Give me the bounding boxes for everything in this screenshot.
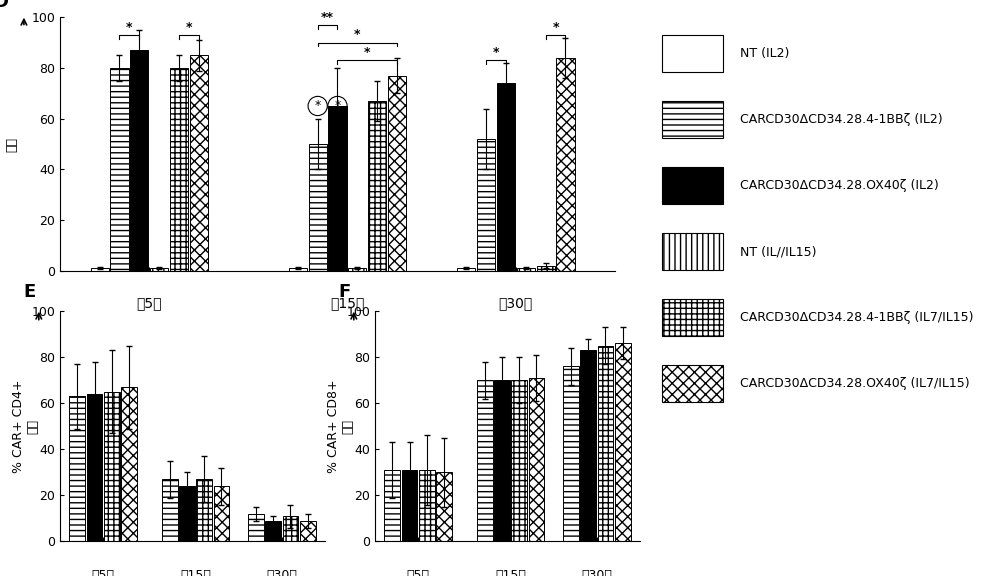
Text: *: *	[552, 21, 559, 34]
Bar	[662, 101, 723, 138]
Text: CARCD30ΔCD34.28.4-1BBζ (IL7/IL15): CARCD30ΔCD34.28.4-1BBζ (IL7/IL15)	[740, 311, 974, 324]
Bar	[309, 144, 327, 271]
Text: NT (IL2): NT (IL2)	[740, 47, 789, 60]
Bar	[265, 521, 281, 541]
Text: 第15天: 第15天	[495, 569, 526, 576]
Text: 第15天: 第15天	[330, 296, 365, 310]
Bar	[162, 479, 178, 541]
Bar	[170, 68, 188, 271]
Bar	[580, 350, 596, 541]
Bar	[384, 470, 400, 541]
Bar	[436, 472, 452, 541]
Bar	[419, 470, 435, 541]
Text: % CAR+ CD8+
细胞: % CAR+ CD8+ 细胞	[327, 380, 355, 473]
Bar	[104, 392, 120, 541]
Text: **: **	[321, 10, 334, 24]
Bar	[248, 514, 264, 541]
Text: NT (IL//IL15): NT (IL//IL15)	[740, 245, 816, 258]
Bar	[598, 346, 613, 541]
Bar	[348, 268, 366, 271]
Bar	[497, 83, 515, 271]
Text: 第5天: 第5天	[136, 296, 162, 310]
Bar	[328, 106, 347, 271]
Bar	[110, 68, 129, 271]
Text: F: F	[338, 283, 350, 301]
Bar	[662, 365, 723, 402]
Bar	[517, 268, 535, 271]
Bar	[179, 486, 195, 541]
Bar	[556, 58, 575, 271]
Bar	[563, 366, 579, 541]
Text: % CAR+ CD3+
细胞: % CAR+ CD3+ 细胞	[0, 97, 19, 191]
Bar	[300, 521, 316, 541]
Text: *: *	[126, 21, 133, 34]
Text: *: *	[186, 21, 192, 34]
Text: CARCD30ΔCD34.28.OX40ζ (IL7/IL15): CARCD30ΔCD34.28.OX40ζ (IL7/IL15)	[740, 377, 970, 391]
Text: % CAR+ CD4+
细胞: % CAR+ CD4+ 细胞	[12, 380, 40, 473]
Text: CARCD30ΔCD34.28.OX40ζ (IL2): CARCD30ΔCD34.28.OX40ζ (IL2)	[740, 179, 939, 192]
Text: 第15天: 第15天	[180, 569, 211, 576]
Bar	[388, 75, 406, 271]
Bar	[150, 268, 168, 271]
Bar	[457, 268, 475, 271]
Bar	[368, 101, 386, 271]
Bar	[662, 167, 723, 204]
Bar	[130, 50, 148, 271]
Bar	[537, 266, 555, 271]
Bar	[289, 268, 307, 271]
Bar	[214, 486, 229, 541]
Text: D: D	[0, 0, 8, 11]
Bar	[615, 343, 631, 541]
Bar	[121, 387, 137, 541]
Bar	[402, 470, 417, 541]
Text: 第30天: 第30天	[581, 569, 612, 576]
Text: *: *	[334, 100, 341, 112]
Text: *: *	[354, 28, 361, 41]
Bar	[283, 516, 298, 541]
Bar	[662, 35, 723, 71]
Bar	[196, 479, 212, 541]
Bar	[91, 268, 109, 271]
Text: E: E	[23, 283, 35, 301]
Text: *: *	[364, 46, 370, 59]
Bar	[529, 378, 544, 541]
Text: CARCD30ΔCD34.28.4-1BBζ (IL2): CARCD30ΔCD34.28.4-1BBζ (IL2)	[740, 113, 943, 126]
Text: *: *	[315, 100, 321, 112]
Bar	[662, 233, 723, 270]
Bar	[662, 300, 723, 336]
Bar	[190, 55, 208, 271]
Bar	[511, 380, 527, 541]
Bar	[494, 380, 510, 541]
Bar	[477, 139, 495, 271]
Text: 第5天: 第5天	[407, 569, 430, 576]
Text: 第30天: 第30天	[499, 296, 533, 310]
Text: 第30天: 第30天	[266, 569, 297, 576]
Text: *: *	[493, 46, 499, 59]
Text: 第5天: 第5天	[92, 569, 115, 576]
Bar	[87, 394, 102, 541]
Bar	[477, 380, 493, 541]
Bar	[69, 396, 85, 541]
